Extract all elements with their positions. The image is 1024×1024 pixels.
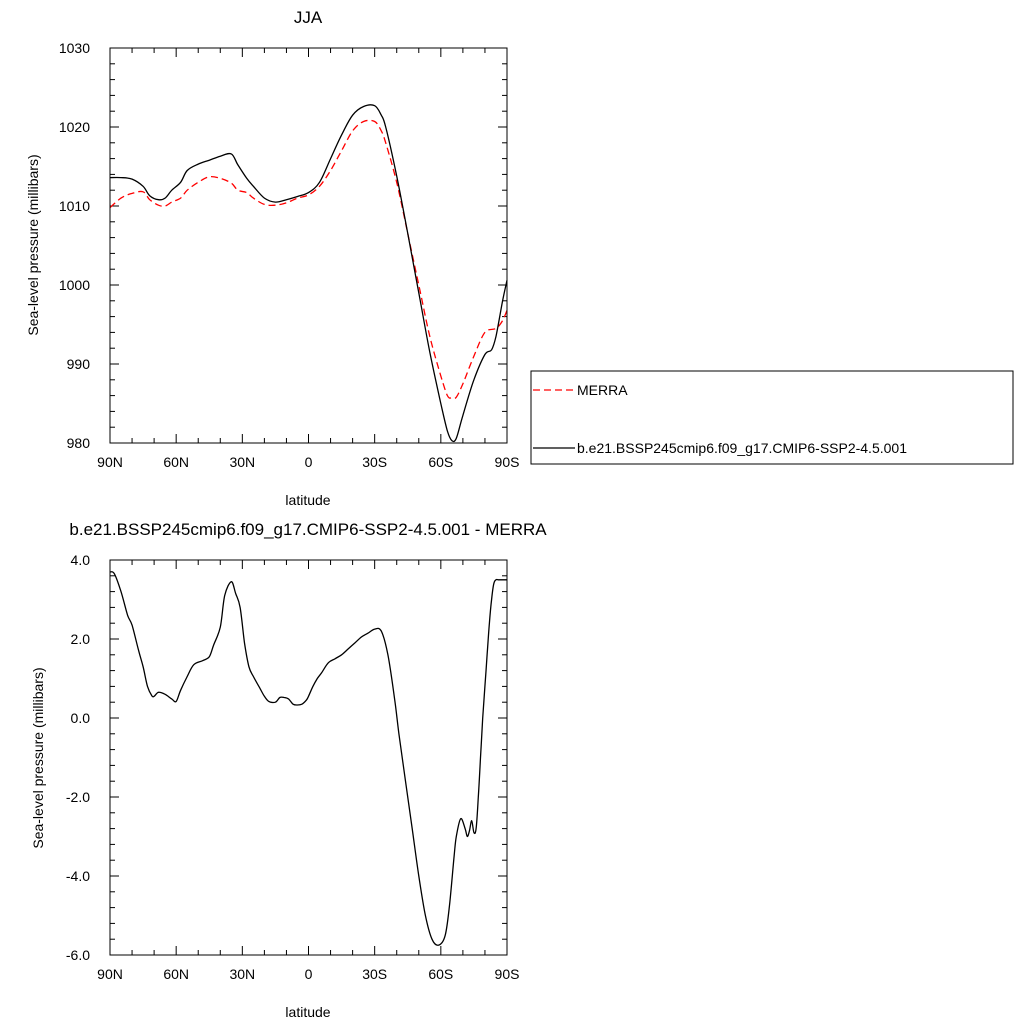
top-xtick-label: 30N <box>229 454 255 470</box>
bottom-chart-frame <box>109 559 508 956</box>
top-xtick-label: 60S <box>428 454 453 470</box>
legend: MERRA b.e21.BSSP245cmip6.f09_g17.CMIP6-S… <box>530 370 1014 465</box>
bottom-chart-title: b.e21.BSSP245cmip6.f09_g17.CMIP6-SSP2-4.… <box>69 520 547 539</box>
legend-box <box>530 370 1014 465</box>
top-chart: JJA latitude Sea-level pressure (milliba… <box>25 8 519 508</box>
legend-label-merra: MERRA <box>577 382 628 398</box>
bottom-chart-series <box>109 571 508 946</box>
top-series-line-1 <box>109 104 508 443</box>
top-ytick-label: 980 <box>67 435 91 451</box>
bottom-xtick-label: 90N <box>97 966 123 982</box>
bottom-ytick-label: -4.0 <box>66 868 90 884</box>
top-xtick-label: 90S <box>495 454 520 470</box>
top-chart-ticks: 90N 60N 30N 0 30S 60S 90S 980 990 1000 1010 1020 103… <box>59 40 520 470</box>
bottom-chart: b.e21.BSSP245cmip6.f09_g17.CMIP6-SSP2-4.… <box>30 520 547 1020</box>
top-ytick-label: 990 <box>67 356 91 372</box>
top-chart-xlabel: latitude <box>285 492 330 508</box>
bottom-chart-ticks: 90N 60N 30N 0 30S 60S 90S -6.0 -4.0 -2.0 0.0 2.0 4.0 <box>66 552 520 982</box>
legend-label-model: b.e21.BSSP245cmip6.f09_g17.CMIP6-SSP2-4.… <box>577 440 907 456</box>
top-ytick-label: 1010 <box>59 198 90 214</box>
top-xtick-label: 30S <box>362 454 387 470</box>
top-ytick-label: 1030 <box>59 40 90 56</box>
bottom-chart-xlabel: latitude <box>285 1004 330 1020</box>
top-ytick-label: 1000 <box>59 277 90 293</box>
top-chart-title: JJA <box>294 8 323 27</box>
top-xtick-label: 60N <box>163 454 189 470</box>
bottom-ytick-label: 0.0 <box>71 710 91 726</box>
top-chart-frame <box>109 47 508 444</box>
bottom-ytick-label: 2.0 <box>71 631 91 647</box>
bottom-ytick-label: -6.0 <box>66 947 90 963</box>
top-chart-ylabel: Sea-level pressure (millibars) <box>25 154 41 335</box>
bottom-ytick-label: 4.0 <box>71 552 91 568</box>
top-chart-series <box>109 104 508 443</box>
top-xtick-label: 90N <box>97 454 123 470</box>
bottom-xtick-label: 60S <box>428 966 453 982</box>
top-xtick-label: 0 <box>305 454 313 470</box>
bottom-xtick-label: 0 <box>305 966 313 982</box>
bottom-xtick-label: 60N <box>163 966 189 982</box>
bottom-xtick-label: 30N <box>229 966 255 982</box>
top-series-line-0 <box>109 119 508 400</box>
bottom-xtick-label: 30S <box>362 966 387 982</box>
bottom-ytick-label: -2.0 <box>66 789 90 805</box>
bottom-chart-ylabel: Sea-level pressure (millibars) <box>30 667 46 848</box>
top-ytick-label: 1020 <box>59 119 90 135</box>
bottom-series-line-0 <box>109 571 508 946</box>
bottom-xtick-label: 90S <box>495 966 520 982</box>
